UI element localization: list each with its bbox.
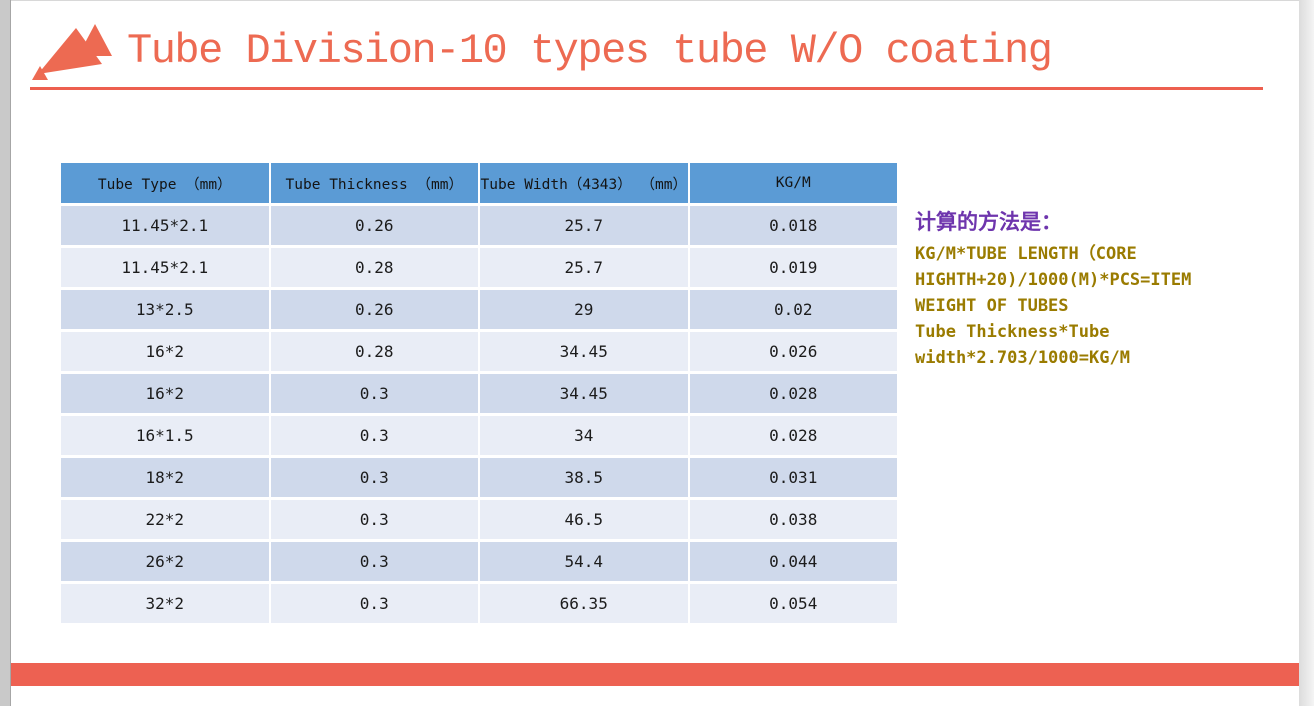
spec-table: Tube Type （mm） Tube Thickness （mm） Tube Wi… [59,160,899,626]
column-header: Tube Width（4343） （mm） [480,163,688,203]
table-row: 16*2 0.28 34.45 0.026 [61,332,897,371]
footer-bar [11,663,1299,686]
table-cell: 0.026 [689,332,897,371]
table-cell: 46.5 [480,500,688,539]
header-row: Tube Type （mm） Tube Thickness （mm） Tube Wi… [61,163,897,203]
table-cell: 0.044 [689,542,897,581]
table-cell: 22*2 [61,500,269,539]
table-cell: 66.35 [480,584,688,623]
table-row: 22*2 0.3 46.5 0.038 [61,500,897,539]
table-cell: 0.028 [689,416,897,455]
table-cell: 0.28 [270,248,478,287]
calc-note-line: width*2.703/1000=KG/M [915,348,1130,368]
column-header: Tube Type （mm） [61,163,269,203]
table-cell: 18*2 [61,458,269,497]
calc-note-heading: 计算的方法是： [915,210,1062,234]
table-cell: 25.7 [480,206,688,245]
table-cell: 29 [480,290,688,329]
table-row: 11.45*2.1 0.28 25.7 0.019 [61,248,897,287]
table-cell: 26*2 [61,542,269,581]
table-row: 26*2 0.3 54.4 0.044 [61,542,897,581]
table-row: 16*1.5 0.3 34 0.028 [61,416,897,455]
table-cell: 0.02 [689,290,897,329]
table-cell: 32*2 [61,584,269,623]
table-cell: 11.45*2.1 [61,206,269,245]
table-row: 11.45*2.1 0.26 25.7 0.018 [61,206,897,245]
table-cell: 34.45 [480,332,688,371]
calc-note-line: WEIGHT OF TUBES [915,296,1069,316]
table-cell: 13*2.5 [61,290,269,329]
table-cell: 0.3 [270,584,478,623]
calc-note: 计算的方法是： KG/M*TUBE LENGTH（CORE HIGHTH+20)/… [915,208,1225,371]
calc-note-line: KG/M*TUBE LENGTH（CORE [915,244,1137,264]
table-cell: 0.019 [689,248,897,287]
table-row: 13*2.5 0.26 29 0.02 [61,290,897,329]
canvas-left-gutter [0,0,11,706]
table-cell: 16*1.5 [61,416,269,455]
table-cell: 0.018 [689,206,897,245]
column-header: KG/M [689,163,897,203]
table-cell: 0.3 [270,458,478,497]
table-row: 32*2 0.3 66.35 0.054 [61,584,897,623]
spec-table-body: 11.45*2.1 0.26 25.7 0.018 11.45*2.1 0.28 25.7 0… [61,206,897,623]
table-cell: 38.5 [480,458,688,497]
spec-table-header: Tube Type （mm） Tube Thickness （mm） Tube Wi… [61,163,897,203]
table-row: 18*2 0.3 38.5 0.031 [61,458,897,497]
title-underline [30,87,1263,90]
table-cell: 11.45*2.1 [61,248,269,287]
table-cell: 34 [480,416,688,455]
table-cell: 16*2 [61,374,269,413]
table-cell: 25.7 [480,248,688,287]
table-cell: 34.45 [480,374,688,413]
table-cell: 16*2 [61,332,269,371]
table-cell: 0.26 [270,206,478,245]
table-cell: 0.3 [270,542,478,581]
table-row: 16*2 0.3 34.45 0.028 [61,374,897,413]
calc-note-line: Tube Thickness*Tube [915,322,1110,342]
canvas-top-hairline [0,0,1314,1]
triangles-logo-icon [32,24,112,80]
table-cell: 0.26 [270,290,478,329]
calc-note-line: HIGHTH+20)/1000(M)*PCS=ITEM [915,270,1192,290]
table-cell: 0.038 [689,500,897,539]
table-cell: 0.028 [689,374,897,413]
table-cell: 0.3 [270,374,478,413]
table-cell: 0.031 [689,458,897,497]
table-cell: 0.054 [689,584,897,623]
table-cell: 54.4 [480,542,688,581]
table-cell: 0.28 [270,332,478,371]
table-cell: 0.3 [270,500,478,539]
column-header: Tube Thickness （mm） [270,163,478,203]
slide-title: Tube Division-10 types tube W/O coating [127,27,1053,75]
calc-note-lines: KG/M*TUBE LENGTH（CORE HIGHTH+20)/1000(M)*… [915,241,1225,371]
canvas-right-gutter [1299,0,1314,706]
table-cell: 0.3 [270,416,478,455]
